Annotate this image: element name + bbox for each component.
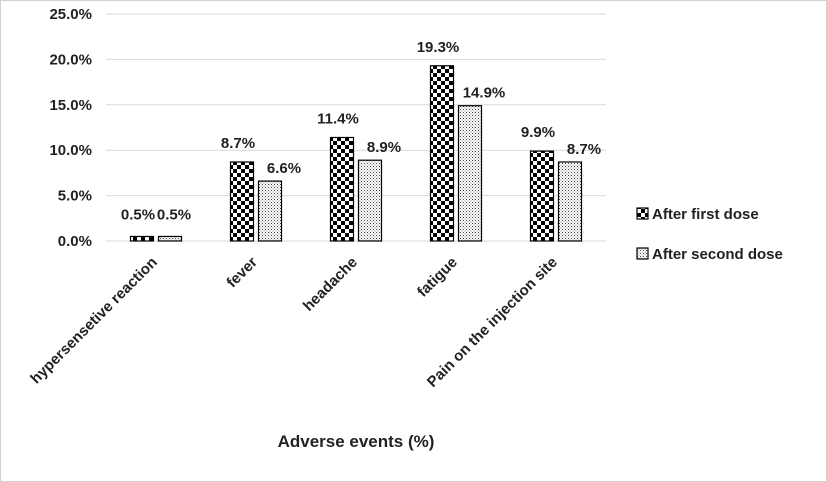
data-label: 8.9% [367,139,401,156]
bar-second-dose [357,159,383,242]
x-axis-category-labels: hypersensetive reaction fever headache fati… [27,254,560,391]
bars [129,65,583,242]
y-tick-label: 20.0% [49,51,92,68]
data-label: 19.3% [417,39,460,56]
data-label: 14.9% [463,85,506,102]
x-category-label: headache [300,254,361,315]
y-tick-label: 0.0% [58,233,92,250]
bar-first-dose [329,136,355,242]
bar-first-dose [529,150,555,242]
y-tick-label: 25.0% [49,6,92,23]
data-label: 8.7% [567,141,601,158]
gridlines [106,13,606,242]
bar-second-dose [457,105,483,242]
x-category-label: fatigue [414,254,461,301]
y-tick-label: 15.0% [49,97,92,114]
x-axis-title: Adverse events (%) [278,432,435,451]
data-label: 0.5% [157,206,191,223]
legend-label: After first dose [652,206,759,223]
data-label: 8.7% [221,135,255,152]
bar-first-dose [429,65,455,242]
y-tick-label: 5.0% [58,188,92,205]
bar-second-dose [157,235,183,242]
data-label: 11.4% [317,110,359,127]
legend: After first dose After second dose [636,206,783,263]
y-tick-label: 10.0% [49,142,92,159]
x-category-label: fever [223,254,260,291]
legend-swatch-first-dose [636,207,649,220]
data-label: 0.5% [121,206,155,223]
bar-first-dose [129,235,155,242]
bar-second-dose [557,161,583,242]
data-label: 9.9% [521,124,555,141]
y-axis-tick-labels: 0.0% 5.0% 10.0% 15.0% 20.0% 25.0% [49,6,92,250]
data-labels: 0.5% 0.5% 8.7% 6.6% 11.4% 8.9% 19.3% 14.9% 9.9% 8… [121,39,601,224]
data-label: 6.6% [267,160,301,177]
legend-label: After second dose [652,246,783,263]
x-category-label: hypersensetive reaction [27,254,160,387]
legend-swatch-second-dose [636,247,649,260]
bar-second-dose [257,180,283,242]
bar-first-dose [229,161,255,242]
